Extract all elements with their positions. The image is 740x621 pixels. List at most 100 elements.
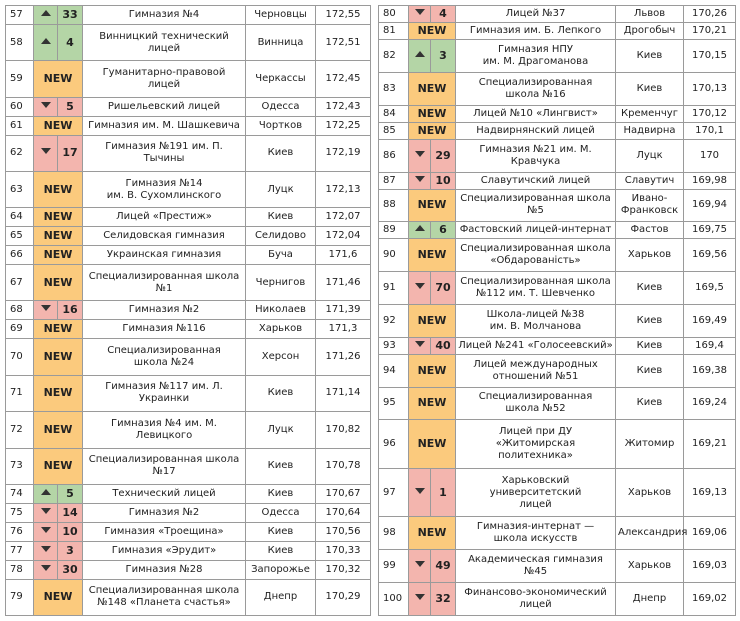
rank: 70 xyxy=(5,338,34,376)
score: 170,56 xyxy=(315,521,371,542)
score: 170,33 xyxy=(315,540,371,561)
city: Черновцы xyxy=(245,5,316,25)
score: 169,94 xyxy=(683,188,736,223)
city: Фастов xyxy=(615,221,684,240)
school-name: Гимназия №116 xyxy=(82,319,246,340)
change: 14 xyxy=(57,502,83,523)
city: Киев xyxy=(615,39,684,73)
rank: 67 xyxy=(5,264,34,302)
table-row: 67 NEW Специализированная школа №1 Чернигов… xyxy=(5,264,371,302)
city: Херсон xyxy=(245,338,316,376)
school-name: Специализированная школа №148 «Планета с… xyxy=(82,578,246,616)
score: 170,82 xyxy=(315,411,371,449)
score: 172,45 xyxy=(315,60,371,98)
table-row: 61 NEW Гимназия им. М. Шашкевича Чортков 172… xyxy=(5,115,371,136)
school-name: Лицей №10 «Лингвист» xyxy=(455,104,616,123)
rank: 80 xyxy=(378,4,409,24)
city: Киев xyxy=(245,540,316,561)
arrow-icon xyxy=(414,283,425,290)
score: 172,25 xyxy=(315,115,371,136)
table-row: 74 5 Технический лицей Киев 170,67 xyxy=(5,483,371,504)
trend-arrow xyxy=(33,300,58,321)
table-row: 76 10 Гимназия «Троещина» Киев 170,56 xyxy=(5,521,371,542)
rank: 82 xyxy=(378,39,409,73)
arrow-icon xyxy=(414,561,425,568)
change: 49 xyxy=(430,549,456,583)
score: 171,39 xyxy=(315,300,371,321)
table-row: 77 3 Гимназия «Эрудит» Киев 170,33 xyxy=(5,540,371,561)
city: Киев xyxy=(245,374,316,413)
table-row: 93 40 Лицей №241 «Голосеевский» Киев 169,4 xyxy=(378,336,736,355)
city: Одесса xyxy=(245,502,316,523)
city: Ивано- Франковск xyxy=(615,188,684,223)
city: Киев xyxy=(245,483,316,504)
trend-arrow xyxy=(408,336,431,355)
trend-arrow xyxy=(33,96,58,117)
change: 4 xyxy=(430,4,456,24)
new-badge: NEW xyxy=(33,245,83,266)
city: Запорожье xyxy=(245,559,316,580)
table-row: 87 10 Славутичский лицей Славутич 169,98 xyxy=(378,171,736,190)
arrow-icon xyxy=(40,101,51,108)
table-row: 65 NEW Селидовская гимназия Селидово 172,04 xyxy=(5,226,371,247)
ranking-table: 80 4 Лицей №37 Львов 170,26 81 NEW Гимназия им.… xyxy=(378,4,736,617)
rank: 58 xyxy=(5,23,34,62)
table-row: 79 NEW Специализированная школа №148 «План… xyxy=(5,578,371,616)
table-row: 57 33 Гимназия №4 Черновцы 172,55 xyxy=(5,5,371,25)
rank: 62 xyxy=(5,134,34,172)
arrow-icon xyxy=(40,564,51,571)
arrow-icon xyxy=(414,225,425,232)
table-row: 98 NEW Гимназия-интернат — школа искусств А… xyxy=(378,516,736,551)
school-name: Гимназия НПУ им. М. Драгоманова xyxy=(455,39,616,73)
city: Харьков xyxy=(615,238,684,273)
table-row: 69 NEW Гимназия №116 Харьков 171,3 xyxy=(5,319,371,340)
arrow-icon xyxy=(414,9,425,16)
school-name: Гимназия №4 xyxy=(82,5,246,25)
city: Днепр xyxy=(245,578,316,616)
change: 32 xyxy=(430,581,456,617)
table-row: 71 NEW Гимназия №117 им. Л. Украинки Киев 17… xyxy=(5,374,371,413)
table-row: 78 30 Гимназия №28 Запорожье 170,32 xyxy=(5,559,371,580)
school-name: Гимназия №28 xyxy=(82,559,246,580)
city: Александрия xyxy=(615,516,687,551)
arrow-icon xyxy=(414,175,425,182)
table-row: 59 NEW Гуманитарно-правовой лицей Черкассы 1… xyxy=(5,60,371,98)
trend-arrow xyxy=(33,521,58,542)
score: 169,38 xyxy=(683,353,736,388)
arrow-icon xyxy=(414,150,425,157)
trend-arrow xyxy=(33,540,58,561)
ranking-table: 57 33 Гимназия №4 Черновцы 172,55 58 4 Винницки… xyxy=(5,5,371,616)
table-row: 89 6 Фастовский лицей-интернат Фастов 169,75 xyxy=(378,221,736,240)
school-name: Гимназия «Троещина» xyxy=(82,521,246,542)
rank: 86 xyxy=(378,138,409,173)
table-row: 100 32 Финансово-экономический лицей Днепр 1… xyxy=(378,581,736,617)
change: 4 xyxy=(57,23,83,62)
new-badge: NEW xyxy=(408,516,456,551)
school-name: Гимназия №14 им. В. Сухомлинского xyxy=(82,170,246,209)
trend-arrow xyxy=(33,134,58,172)
score: 171,46 xyxy=(315,264,371,302)
school-name: Специализированная школа №52 xyxy=(455,386,616,421)
change: 10 xyxy=(57,521,83,542)
table-row: 75 14 Гимназия №2 Одесса 170,64 xyxy=(5,502,371,523)
rank: 59 xyxy=(5,60,34,98)
school-name: Гимназия №117 им. Л. Украинки xyxy=(82,374,246,413)
city: Киев xyxy=(615,336,684,355)
new-badge: NEW xyxy=(33,319,83,340)
score: 170,32 xyxy=(315,559,371,580)
score: 169,13 xyxy=(683,467,736,518)
table-row: 60 5 Ришельевский лицей Одесса 172,43 xyxy=(5,96,371,117)
change: 10 xyxy=(430,171,456,190)
score: 169,5 xyxy=(683,271,736,305)
arrow-icon xyxy=(40,545,51,552)
city: Киев xyxy=(615,303,684,338)
score: 169,02 xyxy=(683,581,736,617)
table-row: 62 17 Гимназия №191 им. П. Тычины Киев 172,1… xyxy=(5,134,371,172)
table-row: 64 NEW Лицей «Престиж» Киев 172,07 xyxy=(5,207,371,228)
change: 1 xyxy=(430,467,456,518)
school-name: Специализированная школа №16 xyxy=(455,71,616,106)
trend-arrow xyxy=(33,559,58,580)
arrow-icon xyxy=(40,507,51,514)
new-badge: NEW xyxy=(408,71,456,106)
city: Киев xyxy=(615,386,684,421)
